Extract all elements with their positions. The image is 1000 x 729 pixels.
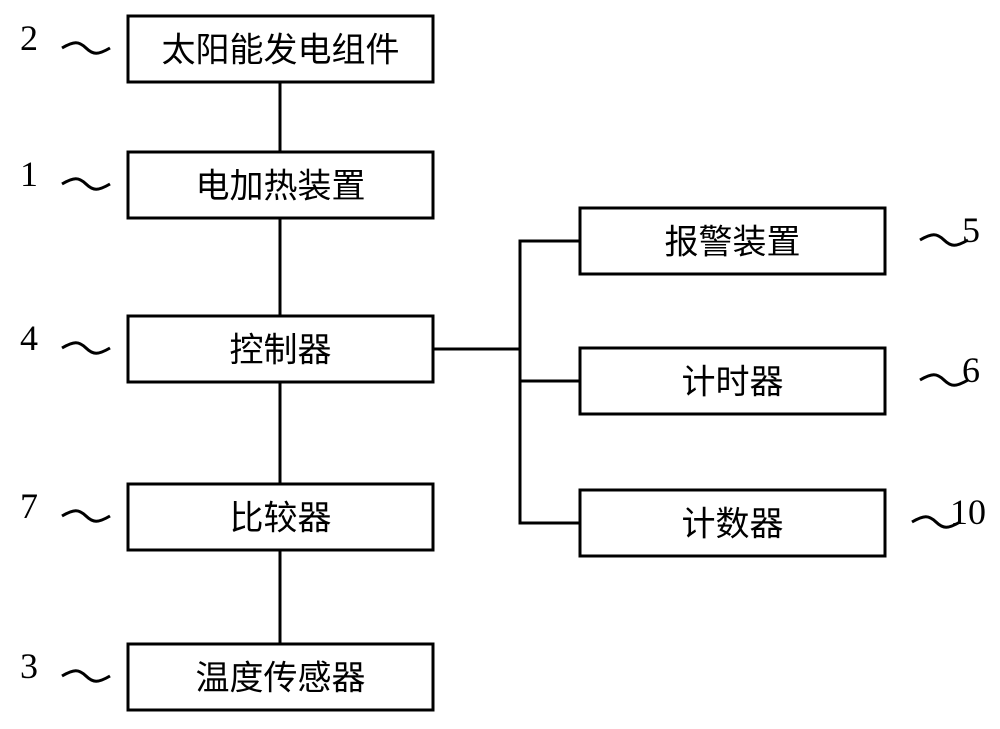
node-solar-generator-tilde: [62, 43, 110, 54]
node-counter-label: 计数器: [682, 506, 784, 544]
node-comparator-num: 7: [20, 486, 38, 526]
node-temp-sensor-tilde: [62, 671, 110, 682]
node-counter: 计数器 10: [580, 490, 986, 556]
node-controller-num: 4: [20, 318, 38, 358]
node-timer-num: 6: [962, 350, 980, 390]
node-controller-tilde: [62, 343, 110, 354]
edge-6: [520, 349, 580, 523]
node-alarm-label: 报警装置: [665, 224, 801, 262]
node-timer-tilde: [920, 375, 968, 386]
node-solar-generator-num: 2: [20, 18, 38, 58]
node-timer: 计时器 6: [580, 348, 980, 414]
node-temp-sensor: 温度传感器 3: [20, 644, 433, 710]
node-comparator-tilde: [62, 511, 110, 522]
edge-5: [520, 349, 580, 381]
node-temp-sensor-label: 温度传感器: [196, 660, 366, 698]
node-alarm-num: 5: [962, 210, 980, 250]
node-alarm: 报警装置 5: [580, 208, 980, 274]
edge-4: [433, 241, 580, 349]
node-solar-generator: 太阳能发电组件 2: [20, 16, 433, 82]
node-alarm-tilde: [920, 235, 968, 246]
node-solar-generator-label: 太阳能发电组件: [162, 32, 400, 70]
node-electric-heater: 电加热装置 1: [20, 152, 433, 218]
node-timer-label: 计时器: [682, 365, 784, 402]
node-controller: 控制器 4: [20, 316, 433, 382]
block-diagram: 太阳能发电组件 2 电加热装置 1 控制器 4 比较器 7 温度传感器 3 报警…: [0, 0, 1000, 729]
node-electric-heater-tilde: [62, 179, 110, 190]
node-temp-sensor-num: 3: [20, 646, 38, 686]
node-electric-heater-num: 1: [20, 154, 38, 194]
node-controller-label: 控制器: [230, 332, 332, 370]
node-comparator: 比较器 7: [20, 484, 433, 550]
node-electric-heater-label: 电加热装置: [196, 168, 366, 206]
node-comparator-label: 比较器: [230, 500, 332, 538]
